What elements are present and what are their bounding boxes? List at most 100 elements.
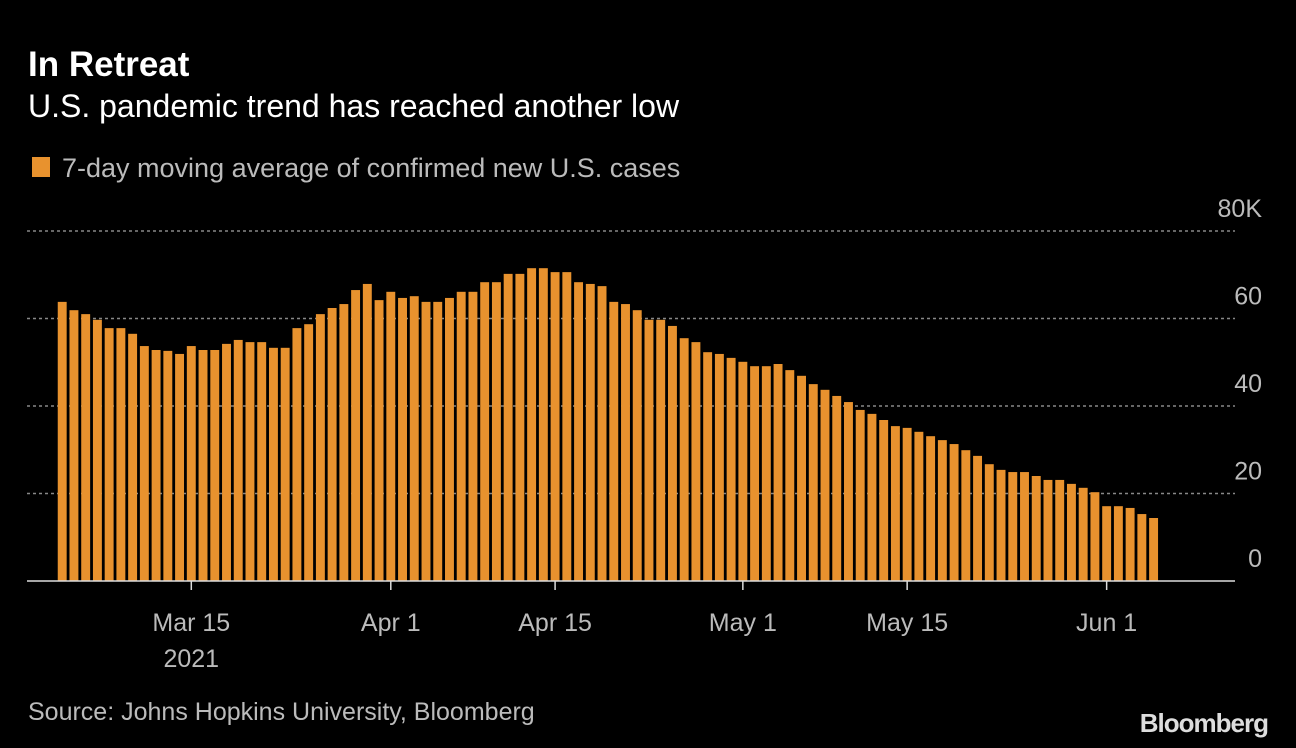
bar xyxy=(632,310,642,581)
bar xyxy=(844,402,853,581)
bar xyxy=(1066,483,1076,581)
bar xyxy=(973,455,983,581)
legend-swatch xyxy=(32,157,50,177)
x-tick-label: Apr 15 xyxy=(518,609,592,637)
bar xyxy=(1149,518,1159,581)
bar xyxy=(902,427,912,581)
bar xyxy=(832,395,842,581)
bar xyxy=(104,328,114,581)
bar xyxy=(750,366,760,581)
bar xyxy=(1102,506,1112,581)
bar xyxy=(491,282,501,581)
bar xyxy=(1078,487,1088,581)
bar xyxy=(409,296,419,581)
bar xyxy=(890,426,900,581)
y-tick-label: 20 xyxy=(1234,458,1262,486)
bar xyxy=(1055,479,1065,581)
bar xyxy=(714,353,724,581)
bar xyxy=(656,319,666,581)
bar xyxy=(351,290,361,581)
bar xyxy=(1137,514,1147,581)
bar xyxy=(703,352,713,581)
bar xyxy=(468,291,478,581)
bar xyxy=(808,384,818,581)
bar xyxy=(562,272,572,581)
bar xyxy=(691,342,701,581)
chart-title: In Retreat xyxy=(28,45,190,84)
bar xyxy=(362,283,372,581)
y-tick-label: 40 xyxy=(1234,370,1262,398)
bar xyxy=(785,370,795,581)
bar xyxy=(773,364,783,581)
logo: Bloomberg xyxy=(1140,708,1268,738)
bar xyxy=(81,314,91,581)
bar xyxy=(961,450,971,581)
x-year-label: 2021 xyxy=(163,645,219,673)
bar xyxy=(1020,472,1029,581)
bar xyxy=(644,319,654,581)
bar xyxy=(679,338,689,581)
bar xyxy=(855,409,865,581)
bar xyxy=(186,346,196,581)
bar xyxy=(339,304,349,581)
x-tick-label: Jun 1 xyxy=(1076,609,1137,637)
bar xyxy=(198,350,208,581)
bar xyxy=(914,431,924,581)
bar xyxy=(550,272,560,581)
bar xyxy=(315,314,325,581)
bar xyxy=(210,350,220,581)
bar xyxy=(128,333,138,581)
bar xyxy=(116,328,126,581)
bar xyxy=(245,342,255,581)
bar xyxy=(233,339,243,581)
bar xyxy=(949,444,959,581)
bar xyxy=(609,301,619,581)
bar xyxy=(797,375,806,581)
bar xyxy=(421,301,431,581)
bar xyxy=(456,291,466,581)
bar xyxy=(1090,492,1100,581)
x-tick-label: Apr 1 xyxy=(361,609,421,637)
source-note: Source: Johns Hopkins University, Bloomb… xyxy=(28,698,535,726)
chart-subtitle: U.S. pandemic trend has reached another … xyxy=(28,88,680,124)
y-tick-label: 60 xyxy=(1234,283,1262,311)
bar xyxy=(527,268,537,581)
bar xyxy=(984,464,994,581)
bar xyxy=(292,328,302,581)
bar xyxy=(151,350,161,581)
bar xyxy=(1125,507,1135,581)
bar xyxy=(268,347,278,581)
bar xyxy=(139,346,149,581)
bar xyxy=(867,413,877,581)
bar xyxy=(879,420,889,581)
bar xyxy=(222,343,231,581)
bar xyxy=(1113,506,1123,581)
bar xyxy=(574,282,584,581)
legend-label: 7-day moving average of confirmed new U.… xyxy=(62,153,680,183)
bar xyxy=(280,347,290,581)
bar xyxy=(374,300,384,581)
bar xyxy=(597,286,607,581)
bar xyxy=(257,342,267,581)
bar xyxy=(585,283,595,581)
bar xyxy=(738,361,748,581)
bar xyxy=(761,366,771,581)
bar xyxy=(538,268,548,581)
bar xyxy=(1043,479,1053,581)
bar xyxy=(163,350,173,581)
y-tick-label: 80K xyxy=(1218,195,1263,223)
x-tick-label: May 15 xyxy=(866,609,948,637)
x-tick-label: May 1 xyxy=(709,609,777,637)
bar xyxy=(398,297,407,581)
bar xyxy=(304,324,314,581)
x-tick-label: Mar 15 xyxy=(152,609,230,637)
bar xyxy=(57,301,67,581)
bar xyxy=(515,273,525,581)
bar xyxy=(937,440,947,581)
bar xyxy=(621,304,630,581)
bar xyxy=(445,297,454,581)
bar xyxy=(503,273,513,581)
bar xyxy=(1008,472,1018,581)
bar xyxy=(327,308,337,581)
